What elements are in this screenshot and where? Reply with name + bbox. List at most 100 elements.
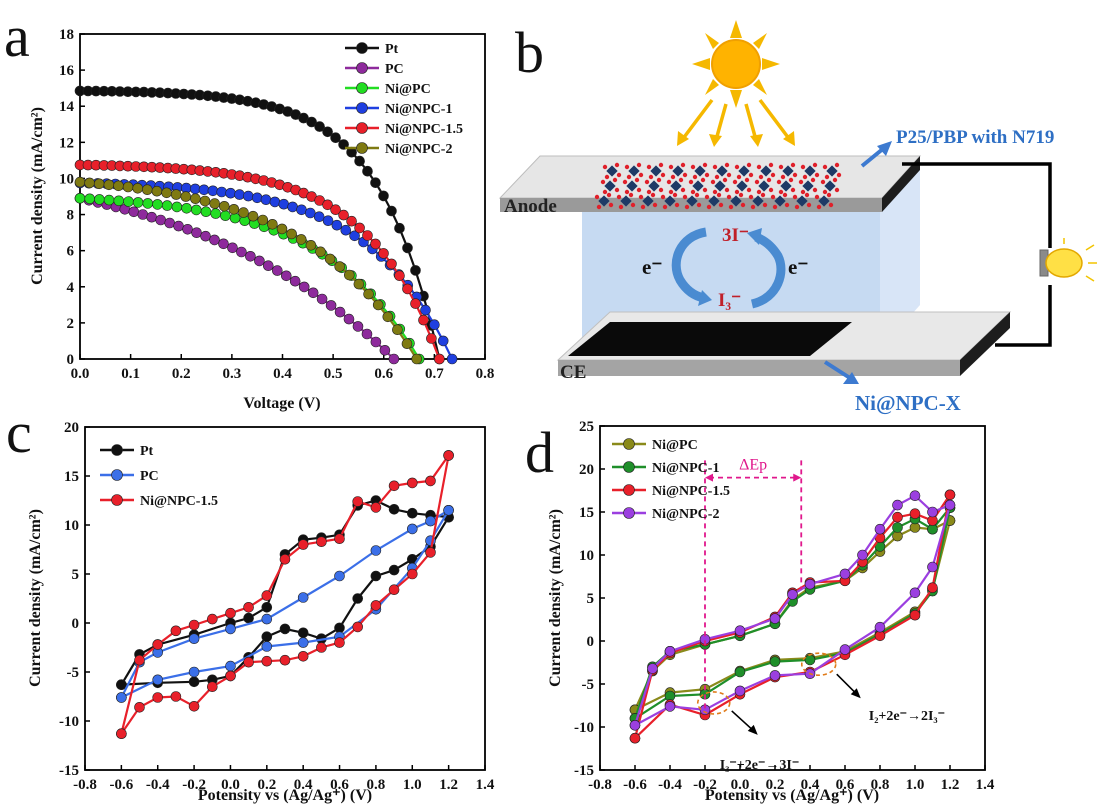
series-ni-npc-1-5-point bbox=[279, 654, 291, 666]
series-ni-npc-2-point bbox=[93, 178, 105, 190]
dye-molecule-atom bbox=[690, 189, 696, 195]
dye-molecule-atom bbox=[662, 204, 668, 210]
dye-molecule-atom bbox=[724, 187, 730, 193]
series-pc-line bbox=[120, 509, 450, 699]
dye-molecule-core bbox=[642, 195, 654, 207]
dye-molecule-atom bbox=[822, 189, 828, 195]
x-tick-label: 0.0 bbox=[221, 777, 240, 793]
dye-molecule-atom bbox=[820, 179, 826, 185]
dye-molecule-atom bbox=[754, 179, 760, 185]
series-ni-pc-point bbox=[210, 208, 221, 219]
series-ni-npc-1-5-point bbox=[944, 489, 956, 501]
legend-marker bbox=[623, 484, 635, 496]
series-ni-pc-point bbox=[142, 198, 154, 209]
x-tick-label: -0.8 bbox=[588, 777, 612, 793]
dye-molecule-core bbox=[760, 165, 772, 177]
x-tick-label: 1.4 bbox=[476, 777, 495, 793]
series-ni-npc-2-point bbox=[276, 223, 288, 235]
series-ni-npc-1-5-point bbox=[406, 568, 418, 580]
y-tick-label: 18 bbox=[59, 27, 74, 43]
series-ni-npc-2-point bbox=[944, 499, 956, 511]
series-ni-npc-2-point bbox=[839, 644, 851, 655]
series-ni-npc-1-5-point bbox=[297, 539, 309, 550]
dye-molecule-core bbox=[738, 165, 750, 177]
legend-label-pc: PC bbox=[140, 469, 159, 484]
series-ni-npc-1-5-point bbox=[338, 209, 349, 221]
series-pc-point bbox=[254, 255, 265, 267]
y-tick-label: 4 bbox=[67, 280, 75, 296]
dye-molecule-atom bbox=[812, 162, 818, 168]
x-tick-label: 0.6 bbox=[374, 366, 393, 382]
series-ni-pc-point bbox=[161, 200, 173, 211]
y-tick-label: -5 bbox=[67, 665, 80, 681]
series-pt-point bbox=[243, 612, 254, 624]
series-ni-npc-1-point bbox=[349, 230, 360, 242]
legend-marker bbox=[356, 62, 368, 74]
series-pc-point bbox=[245, 250, 256, 262]
panel-d-legend: Ni@PC Ni@NPC-1 Ni@NPC-1.5 Ni@NPC-2 bbox=[612, 438, 730, 522]
series-ni-npc-2-point bbox=[305, 240, 317, 251]
dye-molecule-atom bbox=[790, 187, 796, 193]
dye-molecule-core bbox=[626, 180, 638, 192]
series-ni-npc-2-point bbox=[132, 183, 143, 194]
dye-molecule-atom bbox=[734, 189, 740, 195]
dye-molecule-atom bbox=[678, 177, 684, 183]
ox-arrow bbox=[731, 710, 755, 732]
dye-molecule-atom bbox=[726, 194, 732, 200]
delta-ep-arrow-left bbox=[705, 473, 713, 482]
y-tick-label: 15 bbox=[64, 469, 79, 485]
series-ni-npc-2-point bbox=[199, 195, 211, 207]
series-ni-npc-1-5-point bbox=[892, 511, 903, 523]
x-tick-label: -0.4 bbox=[658, 777, 682, 793]
dye-molecule-atom bbox=[640, 204, 646, 210]
series-pc-point bbox=[164, 217, 175, 229]
ce-plate-front bbox=[558, 360, 960, 376]
dye-molecule-atom bbox=[596, 204, 602, 210]
series-pt-point bbox=[279, 623, 291, 635]
series-ni-pc-point bbox=[181, 203, 192, 214]
dye-molecule-atom bbox=[794, 204, 800, 210]
series-ni-npc-1-5-point bbox=[370, 600, 382, 611]
dye-molecule-atom bbox=[616, 172, 622, 178]
dye-molecule-atom bbox=[646, 164, 652, 170]
x-tick-label: 0.4 bbox=[273, 366, 292, 382]
ce-label: CE bbox=[560, 362, 586, 383]
legend-marker bbox=[356, 142, 368, 154]
dye-molecules bbox=[594, 162, 842, 210]
series-pc-point bbox=[370, 336, 382, 348]
series-ni-npc-2-point bbox=[927, 506, 938, 518]
series-ni-npc-1-5-point bbox=[170, 691, 182, 702]
dye-molecule-core bbox=[782, 165, 794, 177]
series-ni-npc-2-point bbox=[857, 549, 868, 561]
dye-molecule-atom bbox=[600, 179, 606, 185]
series-ni-npc-1-5-point bbox=[243, 601, 254, 613]
series-ni-npc-1-5-point bbox=[410, 298, 421, 309]
x-tick-label: 1.0 bbox=[906, 777, 925, 793]
dye-molecule-atom bbox=[834, 162, 840, 168]
dye-molecule-atom bbox=[824, 174, 830, 180]
series-ni-npc-2-point bbox=[411, 353, 423, 365]
x-tick-label: -0.6 bbox=[109, 777, 133, 793]
ox-arrowhead bbox=[747, 724, 758, 735]
x-tick-label: -0.4 bbox=[146, 777, 170, 793]
dye-molecule-core bbox=[692, 180, 704, 192]
series-pc-point bbox=[137, 209, 149, 220]
x-tick-label: 0.1 bbox=[121, 366, 140, 382]
series-ni-npc-1-point bbox=[892, 522, 903, 533]
x-tick-label: 0.6 bbox=[330, 777, 349, 793]
y-tick-label: 8 bbox=[67, 208, 75, 224]
dye-molecule-atom bbox=[758, 174, 764, 180]
sunlight-arrows bbox=[677, 98, 795, 147]
x-tick-label: 0.8 bbox=[367, 777, 386, 793]
series-pc-point bbox=[370, 545, 382, 556]
dye-molecule-atom bbox=[790, 162, 796, 168]
series-ni-npc-2-point bbox=[874, 621, 886, 633]
dye-molecule-atom bbox=[732, 179, 738, 185]
series-ni-npc-2-point bbox=[122, 181, 134, 193]
series-pc-point bbox=[325, 300, 337, 311]
dye-molecule-core bbox=[650, 165, 662, 177]
x-tick-label: -0.6 bbox=[623, 777, 647, 793]
dye-molecule-core bbox=[752, 195, 764, 207]
series-pc-point bbox=[227, 242, 238, 254]
